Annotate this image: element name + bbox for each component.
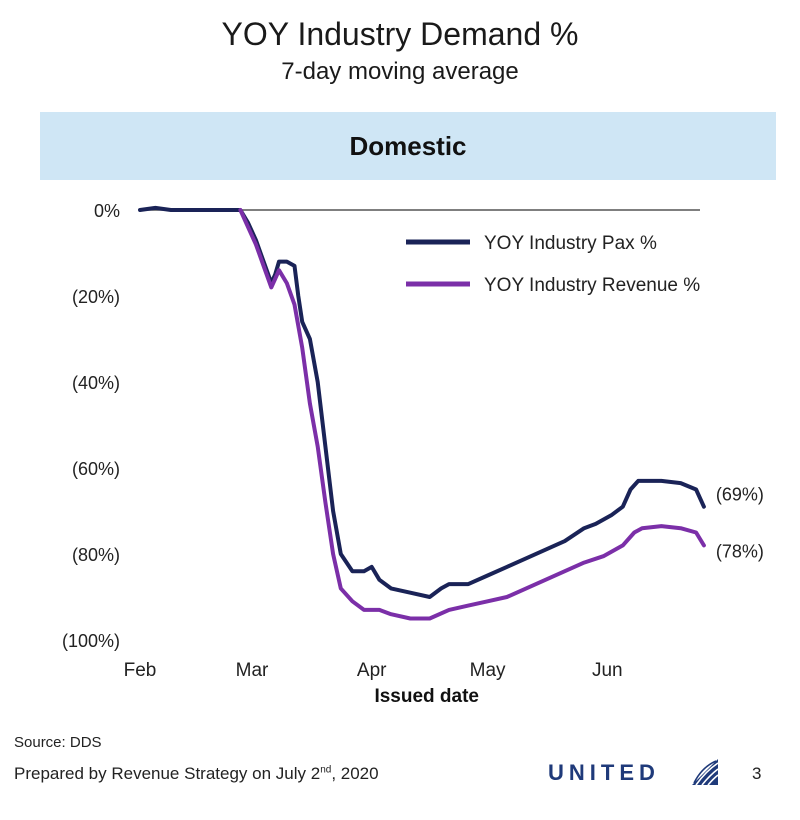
y-tick-label: (60%) [72,459,120,479]
prepared-superscript: nd [320,764,332,776]
y-tick-label: (40%) [72,373,120,393]
series-line-revenue [238,208,706,621]
x-tick-label: Apr [357,660,387,681]
y-tick-label: 0% [94,201,120,221]
domestic-banner: Domestic [40,112,776,180]
demand-line-chart: 0% (20%) (40%) (60%) (80%) (100%) Feb Mar Apr Ma… [62,201,764,707]
prepared-suffix: , 2020 [331,764,379,783]
legend-label: YOY Industry Pax % [484,233,657,254]
x-axis-labels: Feb Mar Apr May Jun [124,660,623,681]
page-number: 3 [752,764,762,783]
end-value-label: (78%) [716,541,764,561]
series-line-pax [138,205,706,599]
y-tick-label: (100%) [62,631,120,651]
globe-icon [690,757,720,787]
legend-label: YOY Industry Revenue % [484,275,700,296]
x-axis-title: Issued date [374,686,479,707]
y-tick-label: (20%) [72,287,120,307]
prepared-prefix: Prepared by Revenue Strategy on July 2 [14,764,321,783]
x-tick-label: Feb [124,660,157,681]
prepared-note: Prepared by Revenue Strategy on July 2nd… [14,764,379,784]
series-lines [138,205,706,621]
chart-title: YOY Industry Demand % [221,16,579,52]
legend: YOY Industry Pax % YOY Industry Revenue % [406,233,700,296]
y-axis-labels: 0% (20%) (40%) (60%) (80%) (100%) [62,201,120,651]
y-tick-label: (80%) [72,545,120,565]
chart-subtitle: 7-day moving average [281,58,519,85]
end-value-label: (69%) [716,485,764,505]
x-tick-label: Jun [592,660,623,681]
source-note: Source: DDS [14,734,102,751]
united-logo-text: UNITED [548,760,660,785]
end-labels: (69%) (78%) [716,485,764,562]
x-tick-label: May [470,660,506,681]
x-tick-label: Mar [236,660,269,681]
